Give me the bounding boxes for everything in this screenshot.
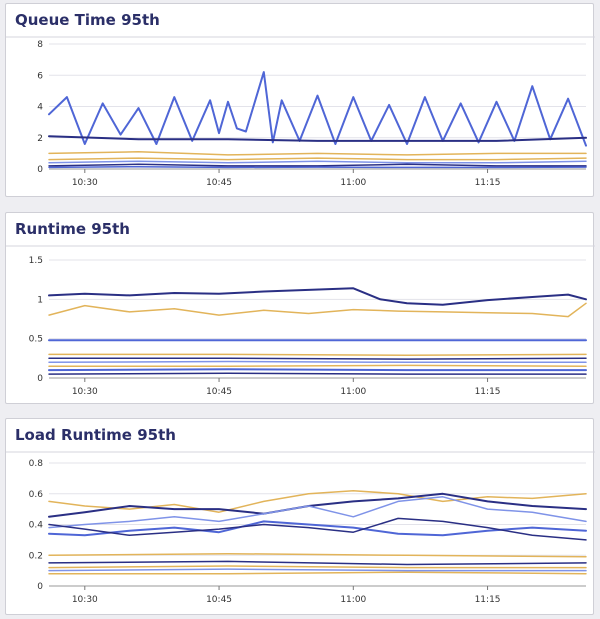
series-line-7 [48, 364, 587, 367]
y-tick-label: 6 [37, 71, 43, 81]
series-line-1 [48, 489, 587, 513]
x-tick-label: 11:00 [340, 595, 366, 605]
x-tick-label: 10:45 [206, 595, 232, 605]
x-tick-label: 11:15 [475, 387, 501, 397]
x-tick-label: 10:30 [72, 178, 98, 188]
runtime-panel: Runtime 95th 0 0.5 1 1.5 10:30 10:45 11:00 11:1… [5, 212, 595, 404]
x-tick-label: 11:00 [340, 178, 366, 188]
series-line-4 [48, 520, 587, 537]
series-line-2 [48, 135, 587, 142]
series-line-4 [48, 157, 587, 161]
queue-time-panel: Queue Time 95th 0 2 4 6 8 10:30 10:45 11:00 11:1… [5, 3, 595, 197]
x-tick-label: 11:15 [475, 178, 501, 188]
y-tick-label: 0 [37, 582, 43, 592]
x-tick-label: 10:45 [206, 178, 232, 188]
y-tick-label: 0.5 [29, 335, 43, 345]
y-tick-label: 1.5 [29, 256, 43, 266]
series-line-6 [48, 163, 587, 167]
series-line-8 [48, 565, 587, 569]
y-tick-label: 0.6 [29, 490, 44, 500]
series-line-10 [48, 571, 587, 575]
panel-title: Runtime 95th [15, 220, 130, 238]
series-line-3 [48, 496, 587, 529]
x-tick-label: 10:45 [206, 387, 232, 397]
panel-title: Load Runtime 95th [15, 426, 176, 444]
series-line-7 [48, 165, 587, 169]
y-tick-label: 2 [37, 134, 43, 144]
series-line-7 [48, 560, 587, 566]
queue-time-chart: 0 2 4 6 8 10:30 10:45 11:00 11:15 [6, 36, 595, 188]
series-line-9 [48, 372, 587, 375]
y-tick-label: 0 [37, 374, 43, 384]
x-tick-label: 10:30 [72, 595, 98, 605]
y-tick-label: 0.2 [29, 551, 43, 561]
x-tick-label: 11:00 [340, 387, 366, 397]
series-line-2 [48, 302, 587, 318]
y-tick-label: 0.4 [29, 521, 44, 531]
series-line-8 [48, 368, 587, 372]
x-tick-label: 10:30 [72, 387, 98, 397]
x-tick-label: 11:15 [475, 595, 501, 605]
y-tick-label: 1 [37, 295, 43, 305]
series-line-6 [48, 360, 587, 364]
series-line-3 [48, 151, 587, 156]
series-line-1 [48, 71, 587, 147]
load-runtime-panel: Load Runtime 95th 0 0.2 0.4 0.6 0.8 10:30 10:4… [5, 418, 595, 615]
series-line-9 [48, 568, 587, 572]
panel-title: Queue Time 95th [15, 11, 160, 29]
series-line-5 [48, 357, 587, 360]
y-tick-label: 0 [37, 165, 43, 175]
series-line-1 [48, 287, 587, 306]
y-tick-label: 8 [37, 40, 43, 50]
y-tick-label: 0.8 [29, 459, 44, 469]
series-line-4 [48, 353, 587, 356]
series-line-5 [48, 517, 587, 541]
load-runtime-chart: 0 0.2 0.4 0.6 0.8 10:30 10:45 11:00 11:15 [6, 451, 595, 605]
y-tick-label: 4 [37, 103, 43, 113]
series-line-5 [48, 160, 587, 164]
runtime-chart: 0 0.5 1 1.5 10:30 10:45 11:00 11:15 [6, 245, 595, 397]
series-line-6 [48, 552, 587, 558]
